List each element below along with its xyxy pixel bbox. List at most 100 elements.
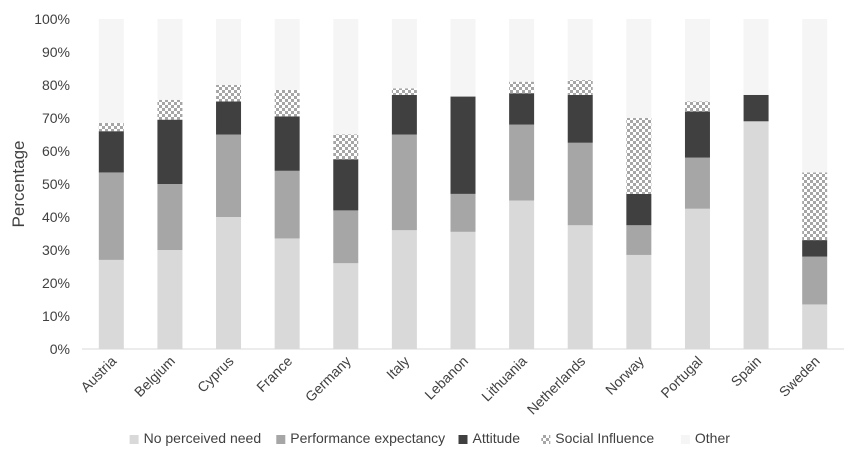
bar-austria-no-perceived-need — [99, 260, 124, 349]
bar-norway-other — [626, 19, 651, 118]
bar-france-no-perceived-need — [275, 238, 300, 349]
bar-germany-other — [333, 19, 358, 135]
x-tick-label: Netherlands — [524, 353, 589, 418]
bar-spain-attitude — [744, 95, 769, 121]
bar-belgium-performance-expectancy — [157, 184, 182, 250]
bar-belgium-no-perceived-need — [157, 250, 182, 349]
y-tick-label: 10% — [42, 308, 70, 324]
x-axis-labels: Austria Belgium Cyprus France Germany Italy Le… — [77, 353, 823, 418]
bar-lebanon-performance-expectancy — [451, 194, 476, 232]
x-tick-label: Portugal — [657, 353, 705, 401]
y-tick-label: 70% — [42, 110, 70, 126]
bar-netherlands-attitude — [568, 95, 593, 143]
bar-austria-attitude — [99, 131, 124, 172]
legend-label: Other — [695, 430, 730, 446]
bars — [99, 19, 827, 349]
y-axis-ticks: 0% 10% 20% 30% 40% 50% 60% 70% 80% 90% 100% — [34, 11, 70, 357]
x-tick-label: Norway — [602, 353, 647, 398]
bar-lithuania-no-perceived-need — [509, 201, 534, 350]
y-tick-label: 50% — [42, 176, 70, 192]
bar-lithuania-social-influence — [509, 82, 534, 94]
x-tick-label: Austria — [77, 353, 119, 395]
bar-belgium-other — [157, 19, 182, 100]
bar-portugal-social-influence — [685, 102, 710, 112]
bar-lithuania-performance-expectancy — [509, 125, 534, 201]
x-tick-label: Sweden — [776, 353, 823, 400]
legend-item-social-influence: Social Influence — [541, 430, 654, 446]
bar-netherlands-other — [568, 19, 593, 80]
legend-label: Performance expectancy — [290, 430, 445, 446]
legend-item-other: Other — [681, 430, 730, 446]
legend: No perceived need Performance expectancy A… — [130, 430, 731, 446]
bar-portugal-performance-expectancy — [685, 158, 710, 209]
y-tick-label: 60% — [42, 143, 70, 159]
bar-portugal-attitude — [685, 111, 710, 157]
x-tick-label: Lebanon — [421, 353, 471, 403]
legend-label: Social Influence — [555, 430, 654, 446]
legend-item-performance-expectancy: Performance expectancy — [276, 430, 445, 446]
bar-norway-attitude — [626, 194, 651, 225]
bar-lebanon-attitude — [451, 97, 476, 194]
bar-cyprus-other — [216, 19, 241, 85]
x-tick-label: Cyprus — [194, 353, 237, 396]
legend-item-no-perceived-need: No perceived need — [130, 430, 262, 446]
bar-germany-social-influence — [333, 135, 358, 160]
bar-italy-no-perceived-need — [392, 230, 417, 349]
bar-spain-other — [744, 19, 769, 95]
bar-germany-attitude — [333, 159, 358, 210]
bar-norway-no-perceived-need — [626, 255, 651, 349]
bar-italy-performance-expectancy — [392, 135, 417, 231]
legend-swatch — [459, 435, 468, 444]
bar-italy-attitude — [392, 95, 417, 135]
x-tick-label: Italy — [383, 353, 412, 382]
y-tick-label: 100% — [34, 11, 70, 27]
bar-portugal-no-perceived-need — [685, 209, 710, 349]
x-tick-label: Germany — [302, 353, 354, 405]
bar-france-other — [275, 19, 300, 90]
y-tick-label: 40% — [42, 209, 70, 225]
bar-cyprus-social-influence — [216, 85, 241, 102]
y-tick-label: 90% — [42, 44, 70, 60]
bar-austria-other — [99, 19, 124, 123]
legend-swatch — [681, 435, 690, 444]
bar-austria-social-influence — [99, 123, 124, 131]
legend-label: No perceived need — [144, 430, 262, 446]
bar-lithuania-other — [509, 19, 534, 82]
bar-spain-no-perceived-need — [744, 121, 769, 349]
bar-lebanon-no-perceived-need — [451, 232, 476, 349]
x-tick-label: Spain — [728, 353, 765, 390]
legend-swatch — [130, 435, 139, 444]
bar-netherlands-social-influence — [568, 80, 593, 95]
bar-norway-performance-expectancy — [626, 225, 651, 255]
bar-italy-social-influence — [392, 88, 417, 95]
y-tick-label: 20% — [42, 275, 70, 291]
x-tick-label: Lithuania — [478, 353, 530, 405]
bar-cyprus-performance-expectancy — [216, 135, 241, 218]
y-tick-label: 80% — [42, 77, 70, 93]
bar-france-attitude — [275, 116, 300, 170]
bar-sweden-no-perceived-need — [802, 304, 827, 349]
y-axis-title: Percentage — [9, 141, 28, 228]
bar-france-performance-expectancy — [275, 171, 300, 239]
bar-portugal-other — [685, 19, 710, 102]
x-tick-label: Belgium — [131, 353, 178, 400]
bar-germany-performance-expectancy — [333, 210, 358, 263]
bar-sweden-attitude — [802, 240, 827, 257]
bar-austria-performance-expectancy — [99, 172, 124, 259]
bar-norway-social-influence — [626, 118, 651, 194]
legend-item-attitude: Attitude — [459, 430, 521, 446]
y-tick-label: 30% — [42, 242, 70, 258]
bar-italy-other — [392, 19, 417, 88]
bar-cyprus-attitude — [216, 102, 241, 135]
y-tick-label: 0% — [50, 341, 70, 357]
bar-cyprus-no-perceived-need — [216, 217, 241, 349]
bar-sweden-social-influence — [802, 172, 827, 240]
bar-lithuania-attitude — [509, 93, 534, 124]
bar-france-social-influence — [275, 90, 300, 116]
legend-swatch — [541, 435, 550, 444]
legend-swatch — [276, 435, 285, 444]
bar-netherlands-no-perceived-need — [568, 225, 593, 349]
bar-germany-no-perceived-need — [333, 263, 358, 349]
